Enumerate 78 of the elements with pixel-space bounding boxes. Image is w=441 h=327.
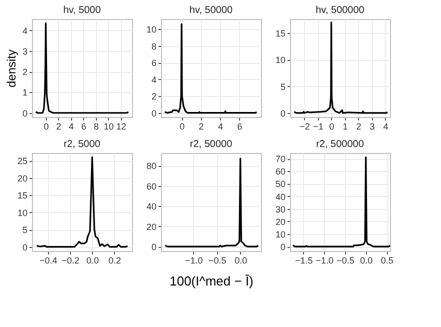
line-series (36, 156, 128, 248)
x-tick-label: 0.2 (108, 256, 122, 266)
x-tick-label: −1.5 (294, 256, 313, 266)
y-tick-label: 80 (146, 161, 156, 172)
x-tick-label: 4 (68, 122, 74, 132)
y-tick-label: 1 (22, 88, 28, 98)
y-tick-label: 10 (275, 230, 286, 240)
y-tick-label: 15 (275, 28, 286, 39)
x-tick-label: 2 (56, 122, 62, 132)
y-tick-label: 40 (146, 202, 156, 212)
x-tick-label: 3 (370, 122, 375, 132)
x-tick-label: 0.0 (86, 256, 99, 266)
y-tick-label: 60 (275, 166, 286, 177)
y-tick-label: 4 (22, 26, 28, 36)
line-series (34, 22, 130, 114)
chart-title: r2, 50000 (190, 139, 233, 150)
x-tick-label: 6 (81, 122, 86, 132)
y-tick-label: 20 (275, 216, 286, 227)
x-tick-label: −0.2 (62, 256, 80, 266)
y-tick-label: 40 (275, 192, 286, 202)
x-tick-label: 0 (180, 122, 185, 132)
x-tick-label: −1 (313, 122, 324, 132)
chart-title: hv, 500000 (316, 5, 365, 16)
y-tick-label: 0 (280, 108, 286, 118)
chart-title: hv, 5000 (63, 5, 102, 16)
y-tick-label: 10 (146, 24, 156, 35)
y-tick-label: 8 (151, 41, 156, 52)
line-series (164, 158, 259, 248)
x-tick-label: 2 (356, 122, 362, 132)
chart-title: r2, 500000 (316, 139, 364, 150)
x-tick-label: 0.5 (380, 256, 394, 266)
y-tick-label: 3 (22, 46, 28, 56)
chart-title: r2, 5000 (64, 139, 101, 150)
x-tick-label: 0 (44, 122, 49, 132)
y-tick-label: 5 (280, 82, 286, 92)
y-tick-label: 20 (17, 173, 28, 184)
x-tick-label: −2 (300, 122, 310, 132)
y-tick-label: 5 (22, 225, 28, 236)
y-tick-label: 30 (275, 204, 286, 214)
y-tick-label: 0 (151, 242, 156, 252)
x-tick-label: −0.5 (336, 256, 354, 266)
x-tick-label: 0 (329, 122, 334, 132)
y-tick-label: 0 (22, 108, 28, 118)
y-tick-label: 25 (17, 156, 28, 166)
y-tick-label: 2 (22, 67, 28, 78)
x-tick-label: 12 (116, 122, 126, 132)
y-tick-label: 70 (275, 154, 286, 164)
y-tick-label: 60 (146, 181, 156, 192)
x-tick-label: 0.0 (234, 256, 248, 266)
x-tick-label: 10 (104, 122, 114, 132)
x-tick-label: −1.0 (316, 256, 334, 266)
y-tick-label: 2 (151, 92, 156, 102)
y-tick-label: 10 (17, 208, 28, 218)
x-tick-label: 8 (94, 122, 99, 132)
line-series (164, 23, 258, 114)
y-tick-label: 50 (275, 179, 286, 190)
x-tick-label: 1 (342, 122, 348, 132)
y-tick-label: 6 (151, 58, 156, 68)
x-tick-label: 0.0 (360, 256, 373, 266)
line-series (292, 156, 390, 248)
x-tick-label: −1.0 (185, 256, 203, 266)
x-tick-label: −0.4 (40, 256, 58, 266)
chart-title: hv, 50000 (189, 5, 234, 16)
y-tick-label: 15 (17, 190, 28, 201)
x-axis-title: 100(I^med − Ī) (170, 274, 254, 288)
line-series (293, 22, 388, 114)
y-tick-label: 0 (280, 242, 286, 252)
y-tick-label: 0 (22, 242, 28, 252)
x-tick-label: 4 (218, 122, 224, 132)
y-axis-title: density (4, 49, 18, 88)
y-tick-label: 4 (151, 74, 156, 85)
x-tick-label: 2 (198, 122, 204, 132)
y-tick-label: 0 (151, 108, 156, 118)
x-tick-label: 4 (383, 122, 388, 132)
y-tick-label: 20 (146, 222, 156, 232)
x-tick-label: −0.5 (208, 256, 226, 266)
y-tick-label: 10 (275, 55, 286, 66)
x-tick-label: 6 (237, 122, 242, 132)
